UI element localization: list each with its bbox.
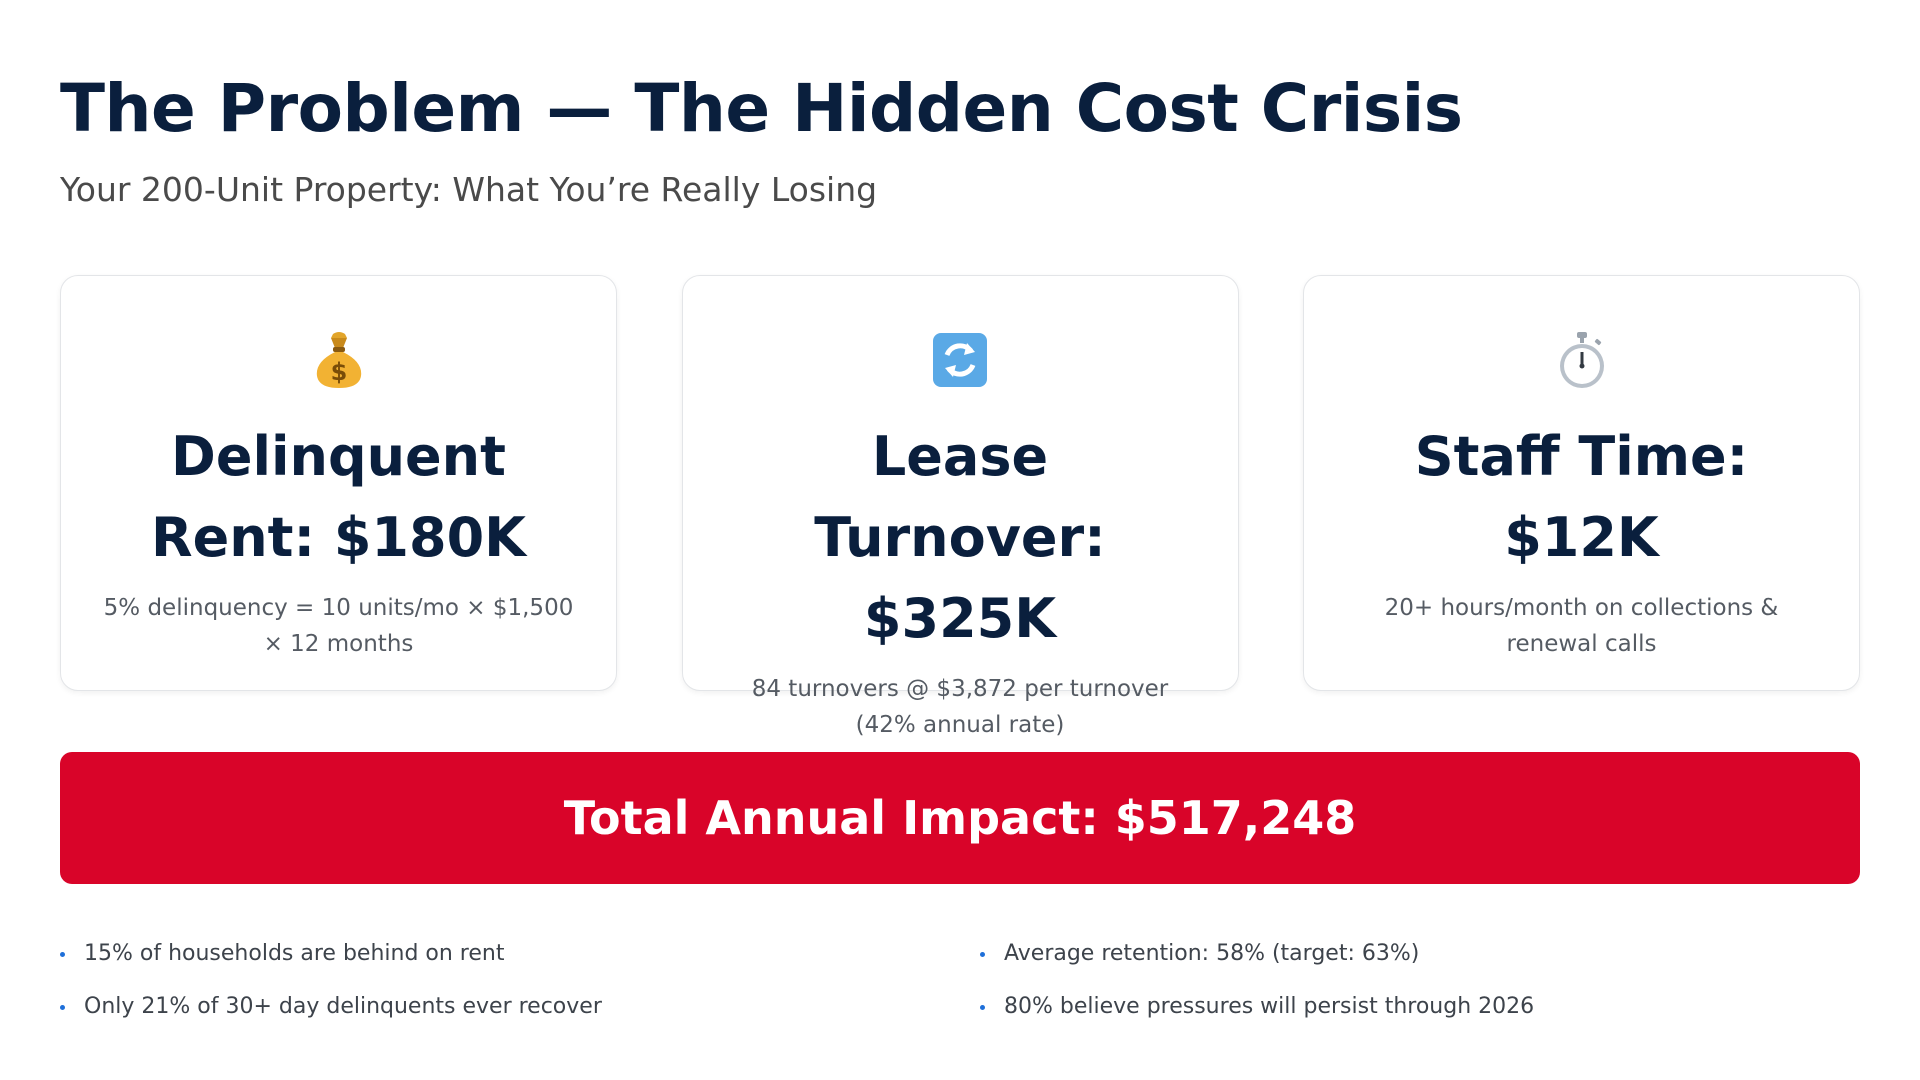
cost-cards: $ Delinquent Rent: $180K 5% delinquency … <box>60 275 1860 738</box>
card-staff-time: Staff Time: $12K 20+ hours/month on coll… <box>1303 275 1860 691</box>
list-item-text: Average retention: 58% (target: 63%) <box>1004 941 1420 966</box>
total-impact-text: Total Annual Impact: $517,248 <box>563 791 1357 845</box>
bullet-dot-icon <box>60 952 65 957</box>
card-description: 84 turnovers @ $3,872 per turnover (42% … <box>751 676 1169 738</box>
bullet-dot-icon <box>980 952 985 957</box>
list-item-text: 80% believe pressures will persist throu… <box>1004 994 1535 1019</box>
bullet-dot-icon <box>60 1005 65 1010</box>
list-item-text: 15% of households are behind on rent <box>84 941 505 966</box>
stopwatch-icon <box>1344 324 1819 388</box>
card-delinquent-rent: $ Delinquent Rent: $180K 5% delinquency … <box>60 275 617 691</box>
list-item: Only 21% of 30+ day delinquents ever rec… <box>60 993 980 1021</box>
bullet-list-left: 15% of households are behind on rent Onl… <box>60 940 980 1046</box>
total-impact-banner: Total Annual Impact: $517,248 <box>60 752 1860 884</box>
list-item: 80% believe pressures will persist throu… <box>980 993 1860 1021</box>
list-item: 15% of households are behind on rent <box>60 940 980 968</box>
page-title: The Problem — The Hidden Cost Crisis <box>60 70 1463 147</box>
page-subtitle: Your 200-Unit Property: What You’re Real… <box>60 170 878 209</box>
card-heading: Staff Time: $12K <box>1414 425 1749 569</box>
card-description: 5% delinquency = 10 units/mo × $1,500 × … <box>103 595 574 657</box>
card-heading: Delinquent Rent: $180K <box>151 425 526 569</box>
list-item-text: Only 21% of 30+ day delinquents ever rec… <box>84 994 602 1019</box>
money-bag-icon: $ <box>101 324 576 388</box>
card-description: 20+ hours/month on collections & renewal… <box>1384 595 1779 657</box>
bullet-list-right: Average retention: 58% (target: 63%) 80%… <box>980 940 1860 1046</box>
card-lease-turnover: Lease Turnover: $325K 84 turnovers @ $3,… <box>681 275 1239 738</box>
card-heading: Lease Turnover: $325K <box>814 425 1106 650</box>
stats-bullets: 15% of households are behind on rent Onl… <box>60 940 1860 1046</box>
arrows-cycle-icon <box>723 324 1198 388</box>
slide: The Problem — The Hidden Cost Crisis You… <box>60 0 1860 1080</box>
svg-text:$: $ <box>330 358 347 386</box>
list-item: Average retention: 58% (target: 63%) <box>980 940 1860 968</box>
bullet-dot-icon <box>980 1005 985 1010</box>
